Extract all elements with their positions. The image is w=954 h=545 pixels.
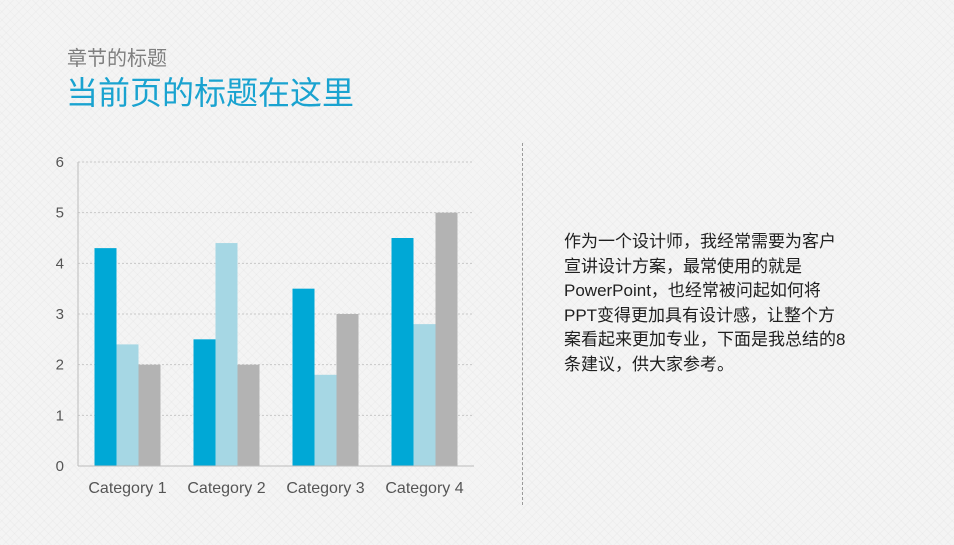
body-text: 作为一个设计师，我经常需要为客户 宣讲设计方案，最常使用的就是 PowerPoi…: [564, 230, 894, 377]
y-tick-label: 2: [56, 357, 64, 374]
y-tick-label: 1: [56, 407, 64, 424]
bar: [413, 324, 436, 466]
bar: [391, 238, 414, 466]
y-tick-label: 6: [56, 154, 64, 171]
body-text-line: PPT变得更加具有设计感，让整个方: [564, 305, 836, 325]
bar: [94, 248, 117, 466]
bar: [237, 364, 260, 466]
bar: [435, 212, 458, 466]
bar: [116, 344, 139, 466]
y-tick-label: 4: [56, 255, 64, 272]
y-tick-label: 5: [56, 205, 64, 222]
bar: [215, 243, 238, 466]
body-text-line: 作为一个设计师，我经常需要为客户: [564, 232, 836, 251]
bar: [314, 374, 337, 466]
body-text-line: 案看起来更加专业，下面是我总结的8: [564, 330, 846, 349]
y-tick-label: 0: [56, 458, 64, 475]
bar: [336, 314, 359, 466]
category-label: Category 4: [385, 480, 463, 497]
category-label: Category 2: [187, 480, 265, 497]
bar: [138, 364, 161, 466]
chapter-title: 章节的标题: [67, 48, 167, 70]
y-tick-label: 3: [56, 306, 64, 323]
bar: [193, 339, 216, 466]
body-text-line: 条建议，供大家参考。: [564, 354, 734, 374]
body-text-line: 宣讲设计方案，最常使用的就是: [564, 256, 802, 276]
vertical-divider: [522, 143, 523, 505]
page-title: 当前页的标题在这里: [66, 75, 355, 111]
bar: [292, 288, 315, 466]
bar-chart: 0 1 2 3 4 5 6 Category 1 Category 2 Category 3 Cat…: [56, 154, 474, 497]
body-text-line: PowerPoint，也经常被问起如何将: [564, 281, 821, 300]
category-label: Category 3: [286, 480, 364, 497]
category-label: Category 1: [88, 480, 166, 497]
